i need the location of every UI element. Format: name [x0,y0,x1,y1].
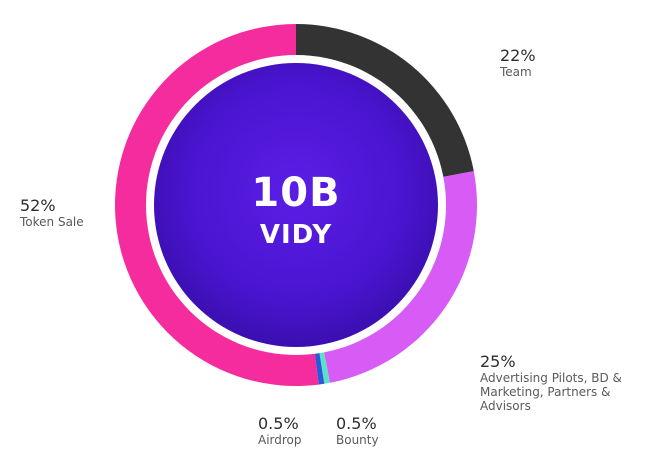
slice-label-airdrop: 0.5% Airdrop [258,414,302,447]
slice-percent: 25% [480,352,516,371]
slice-label-team: 22% Team [500,46,536,79]
slice-percent: 52% [20,196,56,215]
center-token-name: VIDY [259,220,333,250]
slice-percent: 22% [500,46,536,65]
slice-token-sale [115,24,319,386]
slice-percent: 0.5% [258,414,299,433]
slice-airdrop [314,351,325,385]
center-disc [154,63,438,347]
slice-advertising [323,171,477,383]
slice-percent: 0.5% [336,414,377,433]
slice-name: Token Sale [20,215,84,229]
slice-label-token-sale: 52% Token Sale [20,196,84,229]
slice-bounty [319,350,330,384]
slice-name: Advertising Pilots, BD & Marketing, Part… [480,371,622,413]
slice-name: Airdrop [258,433,302,447]
slice-name: Bounty [336,433,379,447]
slice-label-bounty: 0.5% Bounty [336,414,379,447]
slice-label-advertising: 25% Advertising Pilots, BD & Marketing, … [480,352,650,413]
center-total-value: 10B [251,170,341,216]
slice-name: Team [500,65,532,79]
